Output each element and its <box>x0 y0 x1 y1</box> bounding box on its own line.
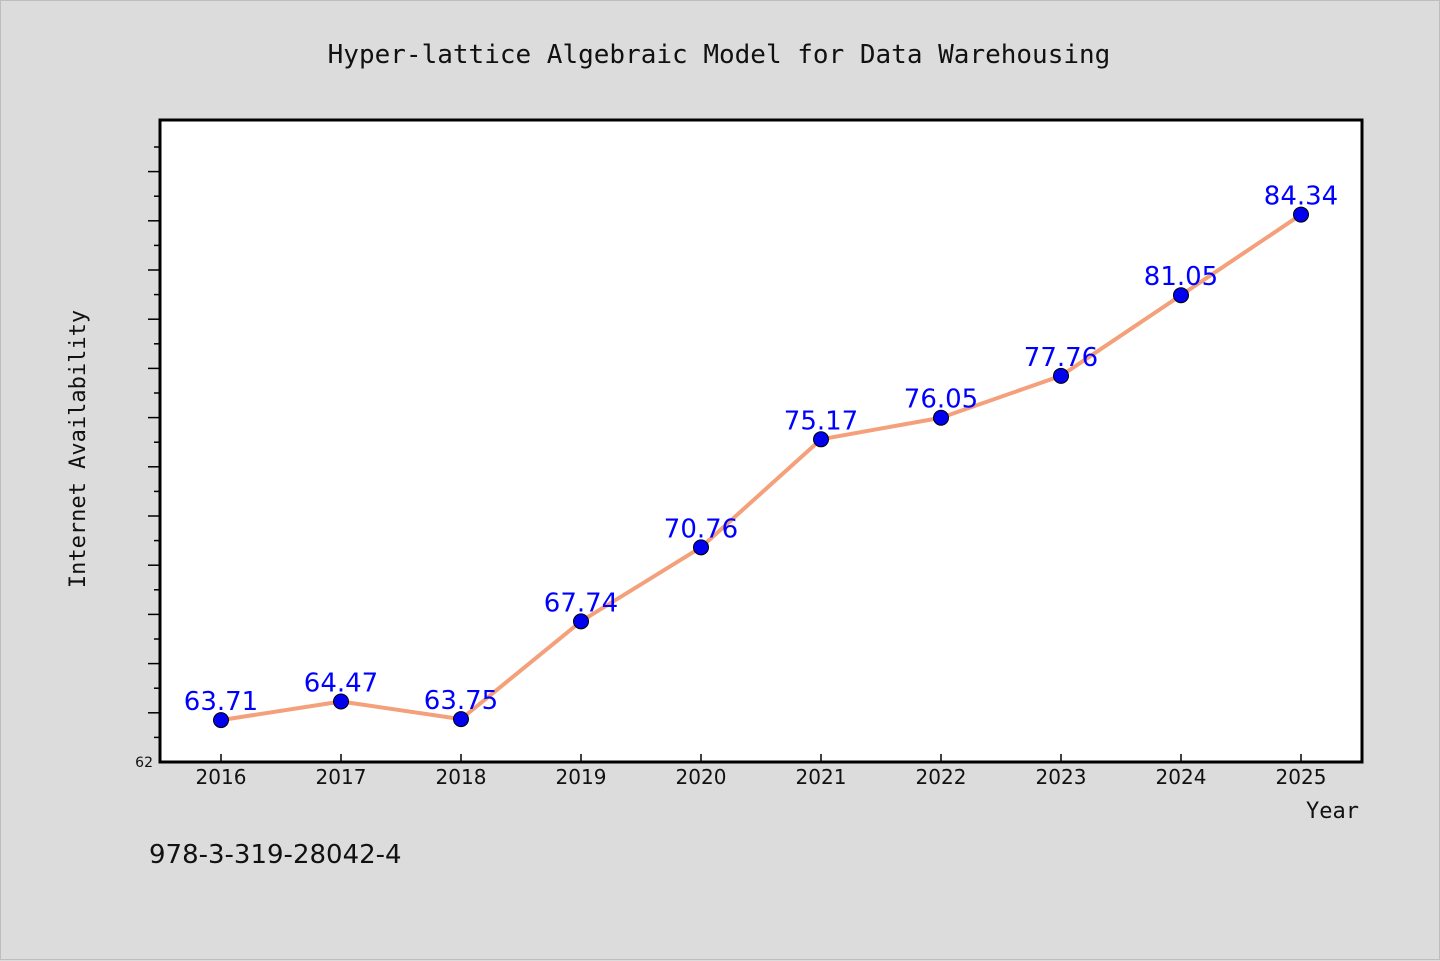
x-tick-label: 2016 <box>196 765 247 789</box>
data-point <box>933 409 949 426</box>
data-point <box>693 539 709 556</box>
data-point <box>813 431 829 448</box>
data-label: 75.17 <box>784 406 858 436</box>
x-tick-label: 2021 <box>796 765 847 789</box>
y-axis-ticks <box>148 146 160 739</box>
data-label: 64.47 <box>304 668 378 698</box>
data-point <box>1173 287 1189 304</box>
y-tick-label: 62 <box>135 755 153 771</box>
y-axis-label: Internet Availability <box>66 310 91 588</box>
data-label: 84.34 <box>1264 182 1338 212</box>
data-label: 70.76 <box>664 514 738 544</box>
data-label: 63.71 <box>184 687 258 717</box>
data-point <box>573 613 589 630</box>
x-tick-label: 2017 <box>316 765 367 789</box>
data-label: 76.05 <box>904 385 978 415</box>
data-point <box>453 711 469 728</box>
x-axis-label: Year <box>1306 799 1359 824</box>
footer-isbn: 978-3-319-28042-4 <box>149 840 402 870</box>
series-line <box>220 212 1303 723</box>
x-axis-ticks: 2016 2017 2018 2019 2020 2021 2022 2023 2024 2025 <box>196 754 1327 789</box>
x-tick-label: 2020 <box>676 765 727 789</box>
data-point <box>1053 367 1069 384</box>
data-label: 77.76 <box>1024 343 1098 373</box>
x-tick-label: 2019 <box>556 765 607 789</box>
data-point <box>333 693 349 710</box>
chart-title: Hyper-lattice Algebraic Model for Data W… <box>328 40 1111 70</box>
data-point <box>1293 206 1309 223</box>
x-tick-label: 2022 <box>916 765 967 789</box>
data-label: 63.75 <box>424 686 498 716</box>
x-tick-label: 2024 <box>1156 765 1207 789</box>
x-tick-label: 2025 <box>1276 765 1327 789</box>
plot-area <box>158 118 1364 764</box>
series-line-group: 63.71 64.47 63.75 67.74 70.76 75.17 76.05 77.76… <box>184 182 1338 729</box>
data-label: 67.74 <box>544 588 618 618</box>
x-tick-label: 2023 <box>1036 765 1087 789</box>
x-tick-label: 2018 <box>436 765 487 789</box>
data-label: 81.05 <box>1144 262 1218 292</box>
data-point <box>213 712 229 729</box>
